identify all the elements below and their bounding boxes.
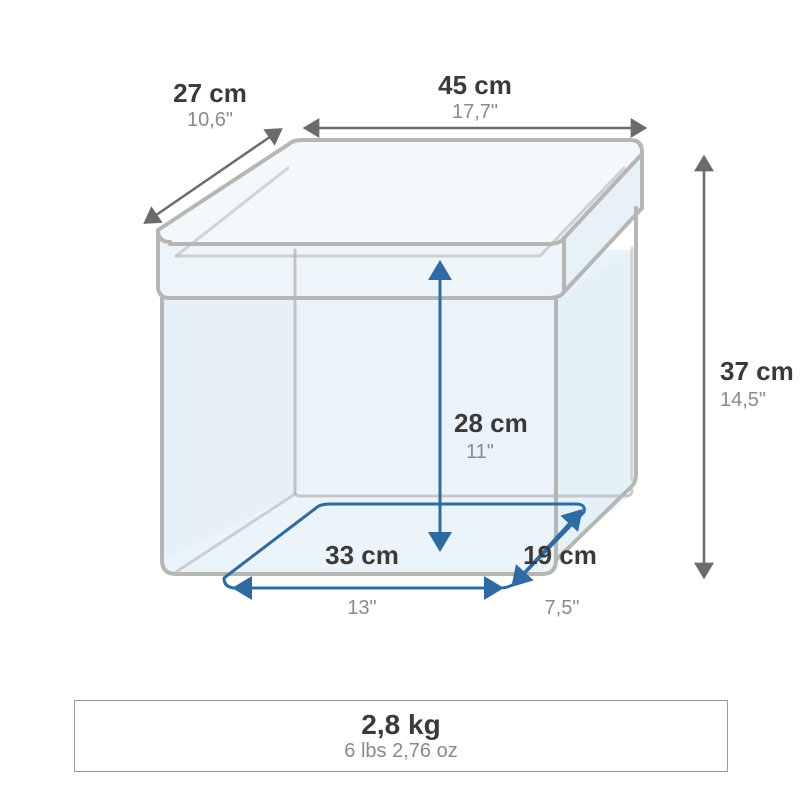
- outer-height-cm: 37 cm: [720, 356, 794, 386]
- inner-width-cm: 33 cm: [325, 540, 399, 570]
- outer-height-in: 14,5": [720, 389, 766, 411]
- outer-depth-cm: 27 cm: [173, 78, 247, 108]
- box-right-wall: [556, 250, 632, 560]
- weight-secondary: 6 lbs 2,76 oz: [344, 740, 457, 762]
- diagram-svg: 27 cm 10,6" 45 cm 17,7" 37 cm 14,5" 28 c…: [0, 0, 800, 800]
- inner-width-in: 13": [347, 597, 376, 619]
- inner-depth-in: 7,5": [545, 597, 580, 619]
- dimension-diagram: 27 cm 10,6" 45 cm 17,7" 37 cm 14,5" 28 c…: [0, 0, 800, 800]
- weight-primary: 2,8 kg: [361, 710, 440, 741]
- outer-width-cm: 45 cm: [438, 70, 512, 100]
- inner-height-in: 11": [466, 441, 494, 463]
- inner-height-cm: 28 cm: [454, 408, 528, 438]
- outer-width-in: 17,7": [452, 101, 498, 123]
- outer-depth-in: 10,6": [187, 109, 233, 131]
- weight-box: 2,8 kg 6 lbs 2,76 oz: [74, 700, 728, 772]
- inner-depth-cm: 19 cm: [523, 540, 597, 570]
